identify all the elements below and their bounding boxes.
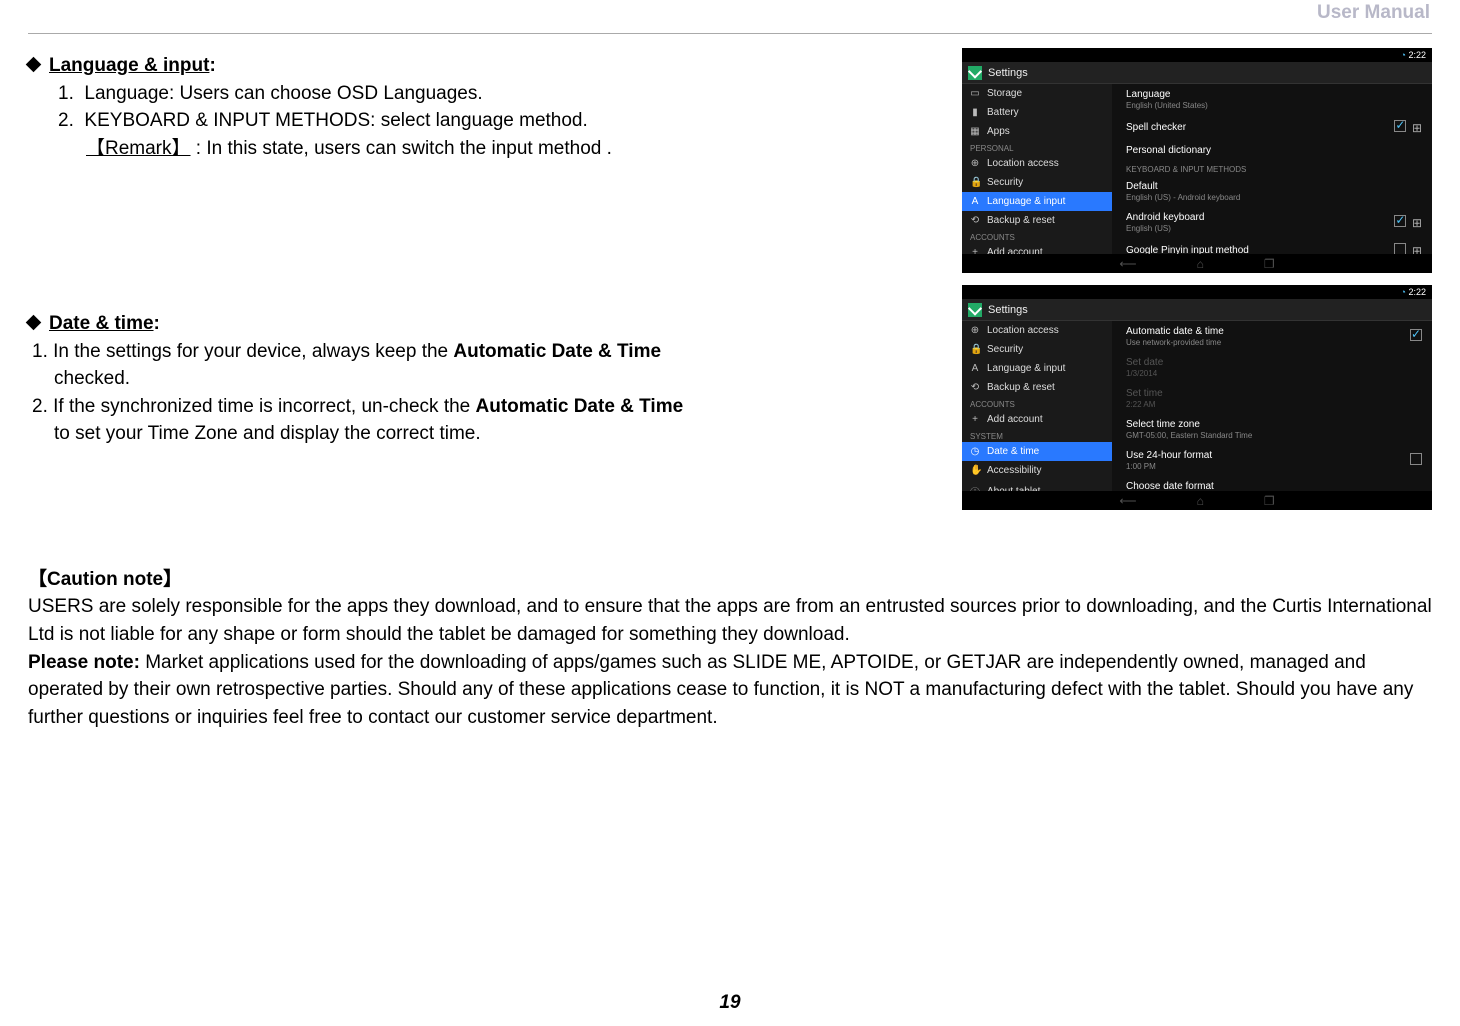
text-column: Language & input: 1. Language: Users can… [28, 44, 944, 558]
list-text: 1. In the settings for your device, alwa… [32, 341, 453, 362]
page-number: 19 [0, 992, 1460, 1014]
bold-term: Automatic Date & Time [453, 341, 661, 362]
header-manual-label: User Manual [1317, 2, 1430, 24]
section2-title: Date & time: [49, 313, 160, 334]
list-text: 2. If the synchronized time is incorrect… [32, 396, 476, 417]
section1-remark: 【Remark】 : In this state, users can swit… [28, 135, 944, 163]
list-number: 1. [58, 83, 74, 104]
diamond-icon [26, 315, 42, 331]
caution-block: 【Caution note】 USERS are solely responsi… [28, 566, 1432, 731]
gap [28, 448, 944, 558]
section1-item1: 1. Language: Users can choose OSD Langua… [28, 80, 944, 108]
section1-title: Language & input: [49, 55, 216, 76]
screenshots-column: ◔ 2:22 Settings ▭Storage▮Battery▦AppsPER… [962, 44, 1432, 558]
screenshot-date-time: ◔ 2:22 Settings ⊕Location access🔒Securit… [962, 285, 1432, 510]
list-text-cont: to set your Time Zone and display the co… [32, 423, 481, 444]
section2-item1: 1. In the settings for your device, alwa… [28, 338, 944, 393]
list-number: 2. [58, 110, 74, 131]
list-text-cont: checked. [32, 368, 130, 389]
section2-item2: 2. If the synchronized time is incorrect… [28, 393, 944, 448]
gap [28, 162, 944, 302]
section1-title-row: Language & input: [28, 52, 944, 80]
caution-p2-label: Please note: [28, 652, 140, 673]
screenshot-language-input: ◔ 2:22 Settings ▭Storage▮Battery▦AppsPER… [962, 48, 1432, 273]
diamond-icon [26, 57, 42, 73]
remark-label: 【Remark】 [86, 138, 191, 159]
bold-term: Automatic Date & Time [476, 396, 684, 417]
section2-title-row: Date & time: [28, 310, 944, 338]
content-area: Language & input: 1. Language: Users can… [28, 44, 1432, 558]
list-text: Language: Users can choose OSD Languages… [84, 83, 482, 104]
remark-text: : In this state, users can switch the in… [191, 138, 612, 159]
caution-p2: Please note: Market applications used fo… [28, 649, 1432, 732]
section1-item2: 2. KEYBOARD & INPUT METHODS: select lang… [28, 107, 944, 135]
caution-title: 【Caution note】 [28, 566, 1432, 594]
caution-p1: USERS are solely responsible for the app… [28, 593, 1432, 648]
caution-p2-text: Market applications used for the downloa… [28, 652, 1413, 728]
list-text: KEYBOARD & INPUT METHODS: select languag… [84, 110, 587, 131]
page: User Manual Language & input: 1. Languag… [0, 0, 1460, 731]
header-divider [28, 33, 1432, 34]
